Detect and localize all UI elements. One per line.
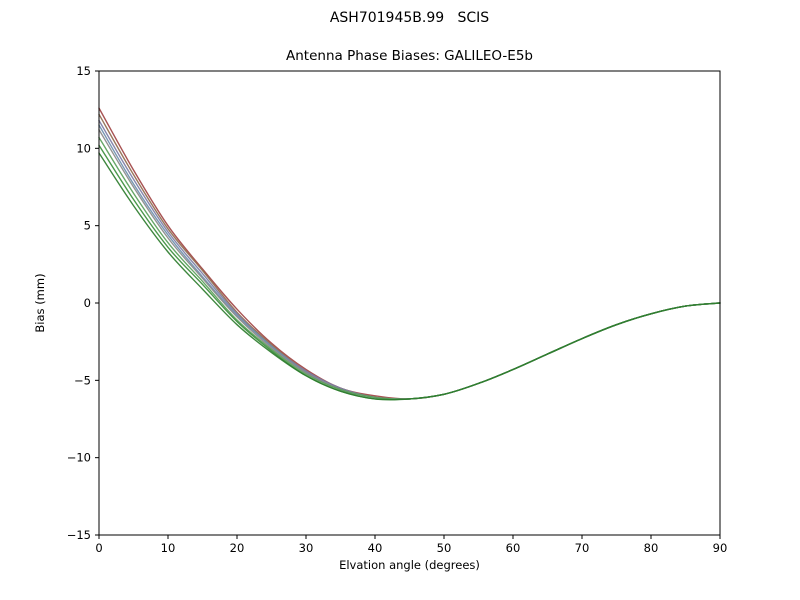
x-tick-label: 60 xyxy=(506,541,521,555)
x-tick-label: 30 xyxy=(299,541,314,555)
x-tick-label: 50 xyxy=(437,541,452,555)
series-line-s6 xyxy=(98,136,721,400)
x-tick-label: 90 xyxy=(713,541,728,555)
x-tick-label: 80 xyxy=(644,541,659,555)
y-tick-label: 10 xyxy=(76,141,91,155)
y-tick-label: 15 xyxy=(76,64,91,78)
x-tick-label: 0 xyxy=(95,541,102,555)
x-tick-label: 20 xyxy=(230,541,245,555)
series-line-s3 xyxy=(98,119,721,400)
x-tick-label: 10 xyxy=(161,541,176,555)
series-line-s1 xyxy=(98,107,721,400)
chart-subtitle: Antenna Phase Biases: GALILEO-E5b xyxy=(286,48,533,64)
y-tick-label: −10 xyxy=(67,451,91,465)
y-tick-label: −15 xyxy=(67,528,91,542)
x-axis-label: Elvation angle (degrees) xyxy=(339,558,480,572)
chart-title: ASH701945B.99 SCIS xyxy=(329,10,490,26)
series-line-s8 xyxy=(98,152,721,401)
y-tick-label: 0 xyxy=(84,296,91,310)
y-tick-label: 5 xyxy=(84,219,91,233)
x-tick-label: 40 xyxy=(368,541,383,555)
series-line-s7 xyxy=(98,144,721,401)
axes-box xyxy=(98,70,721,536)
y-tick-label: −5 xyxy=(74,373,91,387)
x-tick-label: 70 xyxy=(575,541,590,555)
